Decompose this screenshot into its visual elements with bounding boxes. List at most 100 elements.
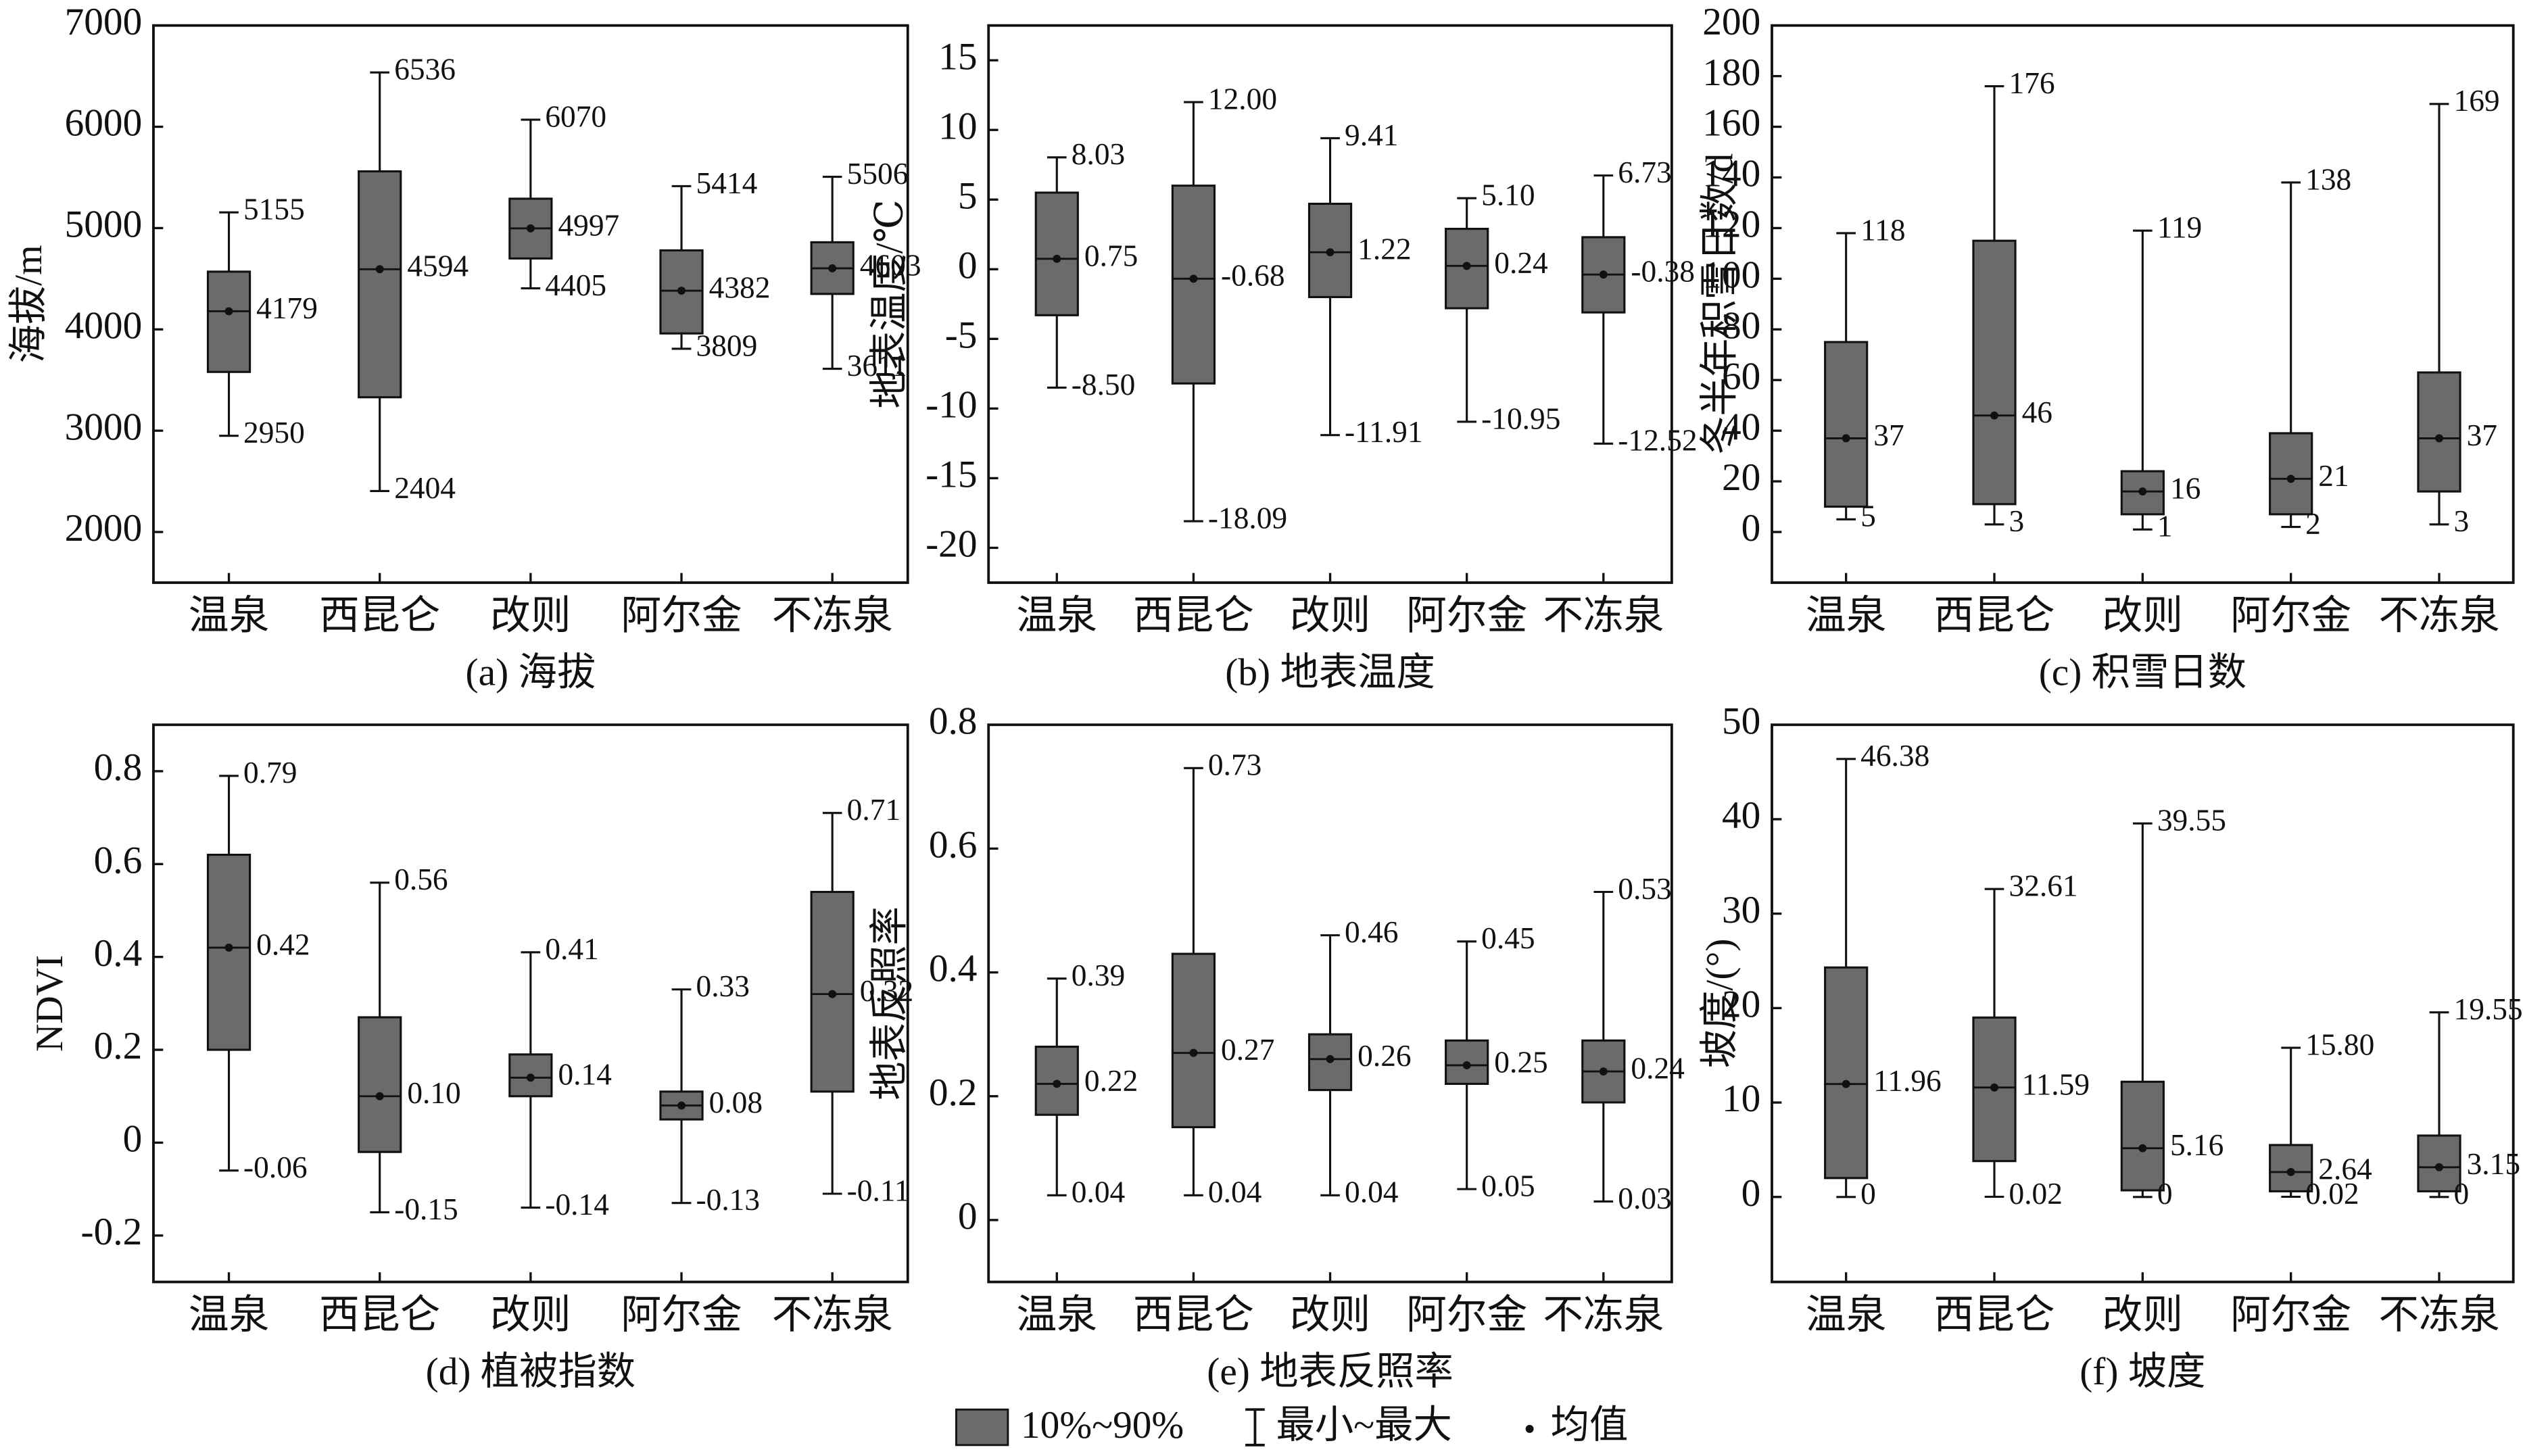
min-label: 5: [1860, 500, 1876, 533]
x-tick-label: 温泉: [189, 593, 269, 638]
box: [1824, 341, 1869, 508]
min-label: 3611: [847, 349, 907, 383]
min-label: -0.15: [394, 1192, 458, 1226]
max-label: 0.46: [1345, 915, 1398, 949]
legend-whisker-label: 最小~最大: [1276, 1404, 1452, 1447]
min-label: 3809: [696, 329, 758, 362]
y-tick-label: -5: [945, 314, 978, 356]
x-tick-label: 不冻泉: [772, 593, 893, 638]
mean-label: 21: [2318, 459, 2349, 493]
mean-label: 5.16: [2170, 1128, 2224, 1162]
y-tick-label: 120: [1702, 203, 1760, 246]
y-axis-label: 地表温度/℃: [868, 199, 911, 408]
y-tick-label: 30: [1722, 889, 1760, 931]
y-tick-label: 2000: [65, 507, 143, 550]
box: [358, 1016, 402, 1153]
mean-dot: [1189, 274, 1198, 283]
min-label: -0.06: [243, 1150, 308, 1184]
y-tick-label: 60: [1722, 355, 1760, 397]
y-tick-label: 200: [1702, 1, 1760, 43]
mean-label: 46: [2022, 395, 2052, 429]
y-tick-label: 0.6: [94, 839, 143, 881]
mean-label: 0.24: [1494, 246, 1547, 280]
mean-label: 11.96: [1873, 1064, 1941, 1098]
min-label: 2404: [394, 471, 456, 505]
mean-label: 37: [2467, 418, 2497, 452]
x-tick-label: 西昆仑: [1933, 1292, 2055, 1337]
box: [1824, 966, 1869, 1180]
y-tick-label: -10: [926, 384, 977, 427]
mean-label: 4382: [709, 270, 771, 304]
max-label: 0.79: [243, 756, 297, 790]
y-tick-label: 5000: [65, 203, 143, 246]
y-tick-label: -20: [926, 523, 977, 566]
mean-label: 0.32: [860, 974, 913, 1008]
mean-dot: [1990, 411, 1998, 420]
box: [206, 854, 251, 1051]
mean-dot: [2435, 434, 2443, 443]
mean-dot: [2138, 487, 2147, 496]
min-label: 0.04: [1345, 1175, 1398, 1209]
y-tick-label: 0: [1741, 1172, 1761, 1215]
y-tick-label: 0: [958, 244, 978, 287]
box: [1445, 227, 1489, 310]
x-tick-label: 不冻泉: [1543, 1292, 1664, 1337]
box: [2417, 1134, 2461, 1192]
mean-dot: [1842, 434, 1850, 443]
x-tick-label: 西昆仑: [319, 1292, 440, 1337]
mean-dot: [1189, 1048, 1198, 1057]
y-tick-label: 0.2: [94, 1025, 143, 1067]
box: [2269, 432, 2313, 516]
max-label: 5.10: [1481, 178, 1535, 212]
max-label: 119: [2157, 211, 2202, 245]
y-tick-label: 7000: [65, 1, 143, 43]
mean-label: 0.75: [1084, 239, 1138, 272]
y-tick-label: 10: [1722, 1077, 1760, 1120]
min-label: 0: [2157, 1177, 2173, 1211]
y-tick-label: 15: [938, 35, 977, 78]
mean-dot: [1326, 248, 1335, 257]
box: [1034, 191, 1079, 316]
max-label: 0.71: [847, 793, 900, 827]
mean-dot: [224, 307, 233, 316]
max-label: 19.55: [2454, 992, 2523, 1026]
min-label: -18.09: [1208, 502, 1287, 535]
min-label: 0.04: [1072, 1175, 1125, 1209]
y-tick-label: 140: [1702, 153, 1760, 195]
min-label: 2950: [243, 416, 305, 450]
y-tick-label: 20: [1722, 456, 1760, 499]
min-label: -10.95: [1481, 402, 1560, 435]
y-tick-label: 0.8: [94, 746, 143, 789]
mean-label: 3.15: [2467, 1147, 2520, 1181]
mean-label: 2.64: [2318, 1152, 2372, 1186]
mean-dot: [2286, 1167, 2295, 1176]
min-label: 0.02: [2305, 1177, 2359, 1211]
mean-label: 11.59: [2022, 1067, 2090, 1101]
box: [1972, 239, 2017, 506]
mean-label: 0.22: [1084, 1064, 1138, 1098]
max-label: 6.73: [1618, 155, 1671, 189]
y-axis-label: 地表反照率: [868, 906, 911, 1100]
x-tick-label: 西昆仑: [1133, 1292, 1254, 1337]
mean-dot: [1053, 254, 1061, 263]
max-label: 118: [1860, 213, 1905, 247]
max-label: 39.55: [2157, 804, 2226, 838]
y-tick-label: 5: [958, 174, 978, 217]
y-axis-label: 海拔/m: [7, 245, 50, 363]
x-tick-label: 阿尔金: [1406, 593, 1527, 638]
mean-dot: [1326, 1054, 1335, 1063]
box: [2417, 371, 2461, 493]
max-label: 169: [2454, 84, 2500, 118]
mean-dot: [526, 1073, 535, 1082]
y-tick-label: -0.2: [80, 1211, 142, 1253]
y-tick-label: 180: [1702, 51, 1760, 94]
max-label: 32.61: [2009, 869, 2078, 903]
mean-label: -0.68: [1221, 259, 1285, 293]
legend-box-swatch: [955, 1408, 1009, 1447]
x-tick-label: 温泉: [1806, 1292, 1886, 1337]
max-label: 0.33: [696, 969, 750, 1003]
x-tick-label: 西昆仑: [319, 593, 440, 638]
mean-dot: [526, 224, 535, 233]
mean-label: 0.24: [1631, 1052, 1684, 1086]
